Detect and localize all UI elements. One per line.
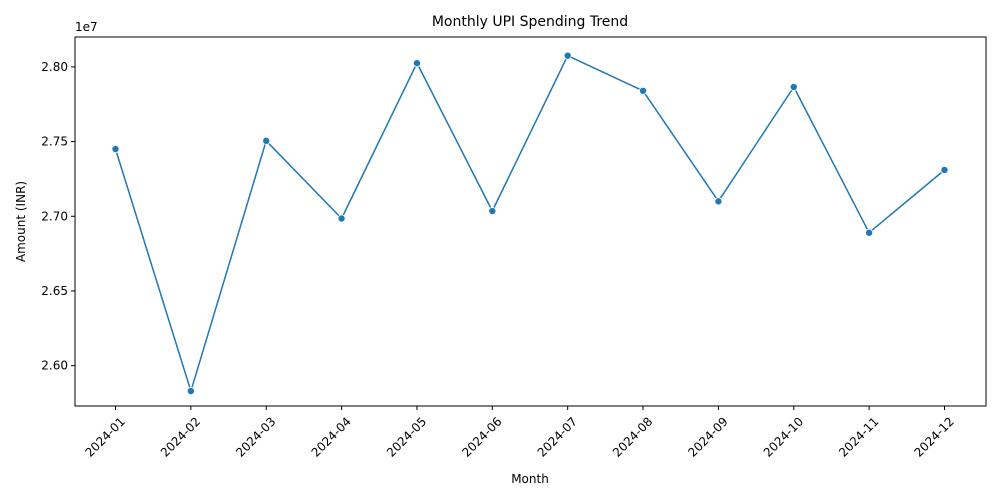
data-point [186,387,195,396]
x-tick-label: 2024-12 [911,414,956,459]
data-point [337,214,346,223]
y-axis-label: Amount (INR) [14,181,28,262]
x-tick-label: 2024-04 [309,414,354,459]
plot-frame [74,36,987,407]
series-line [114,54,945,392]
data-point [714,197,723,206]
data-point [789,83,798,92]
data-point [488,207,497,216]
series-group [111,51,949,396]
data-point [940,165,949,174]
x-tick-label: 2024-06 [459,414,504,459]
x-tick-label: 2024-05 [384,414,429,459]
data-point [262,136,271,145]
y-axis-ticks: 2.60 2.65 2.70 2.75 2.80 [41,60,75,373]
data-point [639,86,648,95]
x-tick-label: 2024-02 [158,414,203,459]
y-tick-label: 2.80 [41,60,68,74]
y-tick-label: 2.70 [41,209,68,223]
x-axis-label: Month [511,472,549,486]
data-point [412,59,421,68]
y-tick-label: 2.65 [41,284,68,298]
y-tick-label: 2.60 [41,359,68,373]
data-point [865,228,874,237]
data-point [111,145,120,154]
x-tick-label: 2024-11 [836,414,881,459]
chart-title: Monthly UPI Spending Trend [432,14,628,30]
data-point [563,51,572,60]
x-tick-label: 2024-10 [761,414,806,459]
x-tick-label: 2024-01 [82,414,127,459]
x-tick-label: 2024-03 [233,414,278,459]
x-axis-ticks: 2024-01 2024-02 2024-03 2024-04 2024-05 2024-… [82,406,957,460]
x-tick-label: 2024-07 [535,414,580,459]
y-tick-label: 2.75 [41,135,68,149]
x-tick-label: 2024-08 [610,414,655,459]
x-tick-label: 2024-09 [685,414,730,459]
y-offset-label: 1e7 [75,20,98,34]
